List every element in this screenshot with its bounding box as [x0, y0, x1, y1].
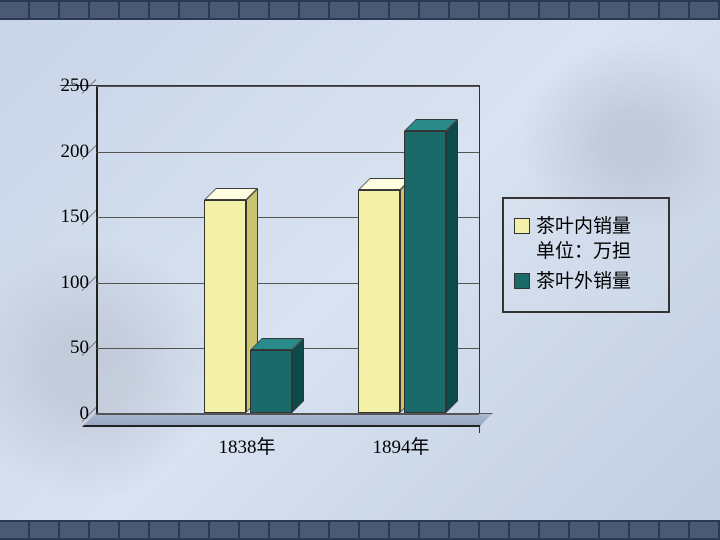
legend-item: 茶叶内销量 单位：万担 — [514, 215, 658, 264]
bar-front — [204, 200, 246, 413]
y-tick-label: 100 — [49, 272, 89, 294]
y-axis — [96, 86, 98, 413]
x-tick-label: 1838年 — [202, 432, 292, 459]
bar — [358, 190, 400, 413]
y-tick-label: 250 — [49, 75, 89, 97]
bar-side — [446, 119, 458, 413]
bar-front — [250, 350, 292, 413]
bar — [204, 200, 246, 413]
legend-item: 茶叶外销量 — [514, 270, 658, 295]
legend-label: 茶叶内销量 单位：万担 — [536, 215, 631, 264]
bar — [250, 350, 292, 413]
bar-front — [358, 190, 400, 413]
bar — [404, 131, 446, 413]
legend-swatch — [514, 273, 530, 289]
tea-sales-chart: 050100150200250 1838年1894年 — [60, 85, 480, 433]
gridline — [96, 86, 479, 87]
y-tick-label: 200 — [49, 141, 89, 163]
legend-label: 茶叶外销量 — [536, 270, 631, 295]
gridline — [96, 414, 479, 415]
legend-swatch — [514, 218, 530, 234]
y-tick-label: 150 — [49, 206, 89, 228]
legend: 茶叶内销量 单位：万担茶叶外销量 — [502, 197, 670, 313]
x-tick-label: 1894年 — [356, 432, 446, 459]
decorative-border-top — [0, 0, 720, 20]
bar-front — [404, 131, 446, 413]
y-tick-label: 50 — [49, 337, 89, 359]
decorative-border-bottom — [0, 520, 720, 540]
chart-floor — [82, 413, 493, 427]
y-tick-label: 0 — [49, 403, 89, 425]
bar-side — [292, 338, 304, 413]
